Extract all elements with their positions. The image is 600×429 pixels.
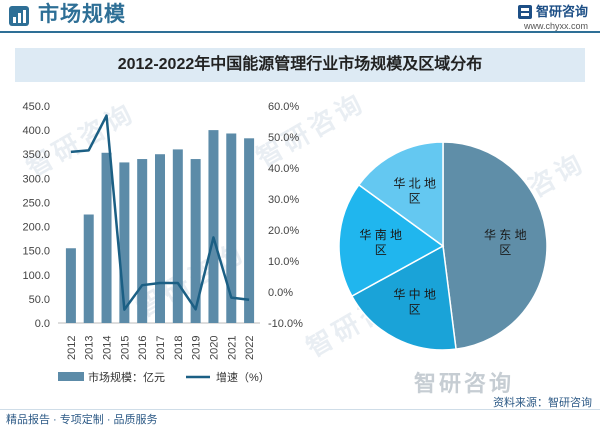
- x-tick-label: 2022: [244, 336, 256, 360]
- y-tick-label-right: 30.0%: [268, 194, 299, 206]
- pie-label: 华 中 地区: [393, 287, 436, 317]
- footer-divider: [0, 409, 600, 410]
- bar: [83, 214, 94, 323]
- chart-title-bar: 2012-2022年中国能源管理行业市场规模及区域分布: [15, 48, 585, 82]
- y-tick-label-right: 40.0%: [268, 163, 299, 175]
- x-tick-label: 2013: [84, 336, 96, 360]
- y-tick-label-left: 150.0: [22, 246, 50, 258]
- brand-logo-icon: [517, 5, 532, 19]
- pie-slice: [350, 244, 457, 351]
- chart-title: 2012-2022年中国能源管理行业市场规模及区域分布: [117, 56, 483, 73]
- bar: [244, 138, 255, 323]
- x-tick-label: 2016: [137, 336, 149, 360]
- watermark-brand: 智研咨询: [414, 366, 514, 398]
- bar: [226, 133, 237, 323]
- y-tick-label-right: 60.0%: [268, 101, 299, 113]
- pie-slice: [442, 141, 548, 351]
- legend-swatch-bar: [58, 372, 84, 381]
- header-divider: [0, 31, 600, 33]
- bar: [119, 162, 130, 323]
- x-tick-label: 2014: [102, 336, 114, 360]
- x-tick-label: 2020: [208, 336, 220, 360]
- y-tick-label-left: 200.0: [22, 222, 50, 234]
- bar: [137, 159, 148, 323]
- x-tick-label: 2019: [191, 336, 203, 360]
- y-tick-label-left: 0.0: [35, 318, 50, 330]
- y-tick-label-right: -10.0%: [268, 318, 303, 330]
- footer-source: 资料来源：智研咨询: [493, 397, 592, 409]
- x-tick-label: 2021: [226, 336, 238, 360]
- footer-tagline: 精品报告 · 专项定制 · 品质服务: [6, 414, 158, 426]
- brand-block: 智研咨询 www.chyxx.com: [517, 4, 588, 32]
- bar: [208, 130, 219, 323]
- watermark-brand-text: 智研咨询: [414, 371, 515, 396]
- brand-url: www.chyxx.com: [523, 21, 588, 31]
- y-tick-label-right: 10.0%: [268, 256, 299, 268]
- pie-slice: [357, 141, 444, 248]
- y-tick-label-left: 350.0: [22, 149, 50, 161]
- y-tick-label-left: 400.0: [22, 125, 50, 137]
- bar: [155, 154, 165, 323]
- section-title: 市场规模: [38, 3, 126, 26]
- y-tick-label-right: 0.0%: [268, 287, 293, 299]
- x-tick-label: 2015: [119, 336, 131, 360]
- y-tick-label-left: 300.0: [22, 173, 50, 185]
- y-tick-label-left: 50.0: [29, 294, 50, 306]
- x-tick-label: 2018: [173, 336, 185, 360]
- brand-name: 智研咨询: [535, 4, 588, 19]
- y-tick-label-left: 250.0: [22, 197, 50, 209]
- y-tick-label-right: 50.0%: [268, 132, 299, 144]
- pie-label: 华 北 地区: [393, 176, 436, 205]
- legend-label-bar: 市场规模：亿元: [88, 370, 165, 384]
- bar: [101, 152, 112, 323]
- y-tick-label-left: 100.0: [22, 270, 50, 282]
- y-tick-label-right: 20.0%: [268, 225, 299, 237]
- bar: [65, 248, 76, 323]
- x-tick-label: 2012: [66, 336, 78, 360]
- y-tick-label-left: 450.0: [22, 101, 50, 113]
- pie-label: 华 东 地区: [484, 228, 527, 257]
- pie-label: 华 南 地区: [359, 227, 402, 257]
- pie-slice: [338, 183, 445, 298]
- bar: [190, 159, 201, 323]
- bar: [172, 149, 183, 323]
- legend-label-line: 增速（%）: [216, 370, 270, 384]
- x-tick-label: 2017: [155, 336, 167, 360]
- chart-section-icon: [9, 6, 29, 26]
